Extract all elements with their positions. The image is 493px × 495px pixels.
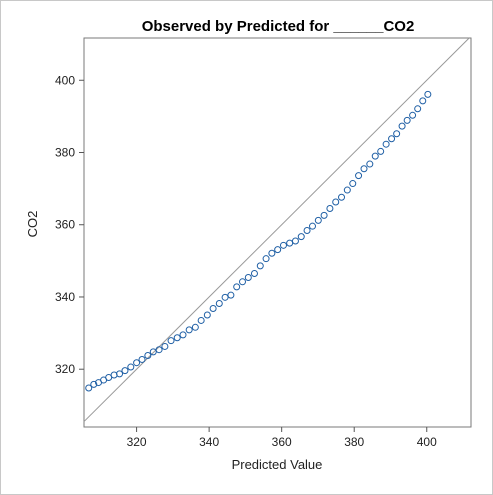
data-point [393,130,401,138]
data-point [167,337,175,345]
data-point [121,367,129,375]
y-tick-label: 360 [55,218,75,232]
data-point [191,323,199,331]
y-tick-label: 400 [55,73,75,87]
data-point [274,246,282,254]
data-point [355,172,363,180]
data-point [297,233,305,241]
data-point [238,278,246,286]
y-axis: 320 340 360 380 400 [55,73,84,376]
data-point [403,116,411,124]
data-point [149,348,157,356]
data-point [291,237,299,245]
data-point [209,305,217,313]
plot-area [83,37,472,428]
y-tick-label: 340 [55,290,75,304]
data-point [366,160,374,168]
data-point [414,105,422,113]
data-point [262,255,270,263]
data-point [309,222,317,230]
data-point [338,193,346,201]
x-tick-label: 340 [199,435,219,449]
data-point [286,239,294,247]
y-tick-label: 380 [55,145,75,159]
x-axis: 320 340 360 380 400 [127,427,437,449]
data-point [116,370,124,378]
data-point [332,198,340,206]
data-points [85,90,432,392]
data-point [85,384,93,392]
data-point [227,291,235,299]
x-axis-label: Predicted Value [232,457,323,472]
data-point [173,334,181,342]
data-point [250,269,258,277]
x-tick-label: 320 [127,435,147,449]
data-point [388,135,396,143]
chart-title: Observed by Predicted for ______CO2 [142,18,415,35]
data-point [233,283,241,291]
x-tick-label: 400 [417,435,437,449]
reference-line-layer [83,37,470,422]
data-point [303,227,311,235]
x-tick-label: 380 [344,435,364,449]
data-point [197,316,205,324]
data-point [256,262,264,270]
data-point [244,273,252,281]
data-point [424,90,432,98]
data-point [360,165,368,173]
data-point [127,363,135,371]
data-point [314,216,322,224]
data-point [203,311,211,319]
data-point [138,355,146,363]
data-point [377,147,385,155]
data-point [185,326,193,334]
y-axis-label: CO2 [25,211,40,238]
data-point [215,299,223,307]
data-point [105,374,113,382]
data-point [419,97,427,105]
data-point [371,152,379,160]
x-tick-label: 360 [272,435,292,449]
data-point [144,351,152,359]
data-point [343,186,351,194]
data-point [326,204,334,212]
data-point [155,346,163,354]
data-point [349,180,357,188]
data-point [90,380,98,388]
data-point [409,111,417,119]
data-point [268,249,276,257]
y-tick-label: 320 [55,362,75,376]
data-point [161,342,169,350]
data-point [398,122,406,130]
data-point [279,241,287,249]
data-point [382,140,390,148]
data-point [320,211,328,219]
data-point [221,293,229,301]
data-point [133,359,141,367]
reference-line [83,37,470,422]
data-point [179,331,187,339]
